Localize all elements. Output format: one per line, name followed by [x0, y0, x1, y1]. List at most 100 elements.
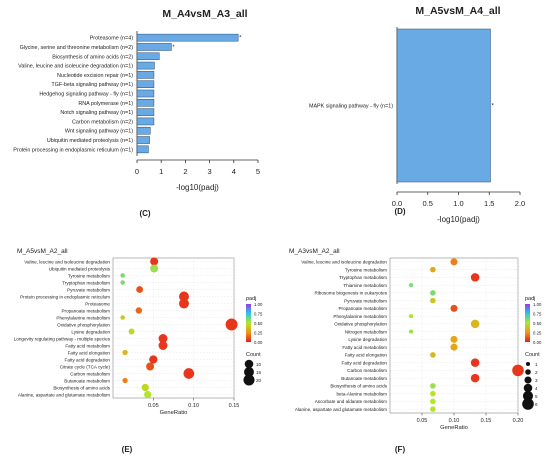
category-label: Alanine, aspartate and glutamate metabol… [18, 392, 110, 397]
size-legend-label: 1 [535, 362, 538, 367]
data-point [158, 334, 168, 343]
size-legend-dot [522, 398, 534, 410]
color-bar-tick-label: 0.75 [254, 312, 263, 317]
size-legend-dot [243, 374, 255, 386]
data-point [179, 298, 189, 309]
data-point [512, 364, 524, 377]
chart-title: M_A4vsM_A3_all [162, 8, 247, 20]
color-bar-tick-label: 1.00 [533, 302, 542, 307]
bar [136, 80, 155, 88]
bar [136, 145, 149, 154]
x-tick-label: 0.5 [423, 199, 433, 208]
category-label: Butanoate metabolism [341, 376, 387, 381]
panel-label: (E) [122, 445, 133, 454]
data-point [183, 368, 195, 379]
color-bar-tick-label: 0.50 [254, 321, 263, 326]
x-axis-label: -log10(padj) [437, 215, 480, 224]
bar [136, 126, 151, 135]
x-axis-label: GeneRatio [160, 410, 188, 416]
plot-area [112, 257, 235, 399]
category-label: Biosynthesis of amino acids (n=2) [52, 54, 133, 60]
data-point [135, 307, 143, 314]
data-point [158, 341, 168, 350]
size-legend-dot [523, 383, 533, 393]
size-legend-dot [244, 367, 254, 377]
data-point [430, 352, 436, 358]
size-legend-label: 6 [535, 402, 538, 407]
category-label: Valine, leucine and isoleucine degradati… [24, 259, 110, 264]
size-legend-label: 10 [256, 362, 262, 367]
category-label: Biosynthesis of amino acids [330, 384, 387, 389]
x-tick-label: 0.0 [392, 199, 402, 208]
category-label: Propanoate metabolism [338, 306, 387, 311]
data-point [141, 383, 149, 392]
bar [136, 33, 239, 42]
panel-label: (F) [395, 445, 406, 454]
x-tick-label: 0.05 [417, 418, 428, 424]
category-label: Fatty acid degradation [342, 360, 388, 365]
bar [136, 52, 160, 61]
category-label: Lysine degradation [348, 337, 387, 342]
color-bar-tick-label: 0.50 [533, 321, 542, 326]
category-label: Protein processing in endoplasmic reticu… [20, 294, 110, 299]
data-point [450, 258, 458, 266]
data-point [120, 315, 125, 320]
category-label: Carbon metabolism (n=2) [72, 119, 133, 125]
category-label: Tryptophan metabolism [62, 280, 110, 285]
data-point [430, 390, 436, 397]
category-label: Nitrogen metabolism [345, 329, 387, 334]
category-label: MAPK signaling pathway - fly (n=1) [309, 104, 393, 110]
significance-marker: * [172, 45, 175, 51]
data-point [136, 286, 144, 293]
panel-label: (C) [139, 209, 150, 218]
color-bar-tick-label: 0.25 [533, 331, 542, 336]
x-tick-label: 1.5 [484, 199, 494, 208]
size-legend-label: 15 [256, 370, 262, 375]
category-label: Ubiquitin mediated proteolysis (n=1) [47, 138, 133, 144]
category-label: Tryptophan metabolism [339, 275, 387, 280]
x-tick-label: 5 [256, 167, 260, 176]
size-legend-dot [522, 390, 534, 402]
data-point [128, 328, 135, 335]
x-tick-label: 4 [232, 167, 236, 176]
size-legend-label: 3 [535, 378, 538, 383]
bar [396, 28, 491, 183]
data-point [120, 273, 125, 278]
category-label: Proteasome [85, 301, 110, 306]
category-label: Notch signaling pathway (n=1) [60, 110, 133, 116]
category-label: Fatty acid metabolism [65, 343, 110, 348]
data-point [225, 318, 238, 331]
x-tick-label: 0.15 [229, 403, 240, 409]
significance-marker: * [239, 36, 242, 42]
data-point [430, 266, 436, 273]
color-bar [246, 304, 251, 342]
category-label: Thiamine metabolism [343, 283, 387, 288]
size-legend-label: 2 [535, 370, 538, 375]
x-tick-label: 0.10 [188, 403, 199, 409]
category-label: TGF-beta signaling pathway (n=1) [51, 82, 133, 88]
category-label: Fatty acid degradation [65, 357, 111, 362]
significance-marker: * [491, 104, 494, 110]
data-point [120, 280, 125, 285]
data-point [144, 390, 152, 399]
category-label: Protein processing in endoplasmic reticu… [13, 147, 133, 153]
category-label: Ubiquitin mediated proteolysis [49, 266, 111, 271]
x-tick-label: 0.20 [513, 418, 524, 424]
size-legend-label: 20 [256, 378, 262, 383]
legend-title: padj [525, 296, 535, 302]
category-label: Longevity regulating pathway - multiple … [14, 336, 111, 341]
category-label: Oxidative phosphorylation [334, 322, 387, 327]
category-label: Ribosome biogenesis in eukaryotes [314, 291, 387, 296]
bar [136, 43, 172, 51]
category-label: Ascorbate and aldarate metabolism [315, 399, 387, 404]
x-axis-label: GeneRatio [440, 425, 468, 431]
category-label: Proteasome (n=4) [90, 36, 134, 42]
plot-area [389, 257, 519, 414]
chart-title: M_A3vsM_A2_all [289, 248, 340, 255]
data-point [409, 329, 414, 334]
panel-label: (D) [394, 207, 405, 216]
size-legend-label: 4 [535, 386, 538, 391]
size-legend-dot [525, 369, 531, 375]
category-label: RNA polymerase (n=1) [78, 101, 133, 107]
category-label: Glycine, serine and threonine metabolism… [20, 45, 134, 51]
